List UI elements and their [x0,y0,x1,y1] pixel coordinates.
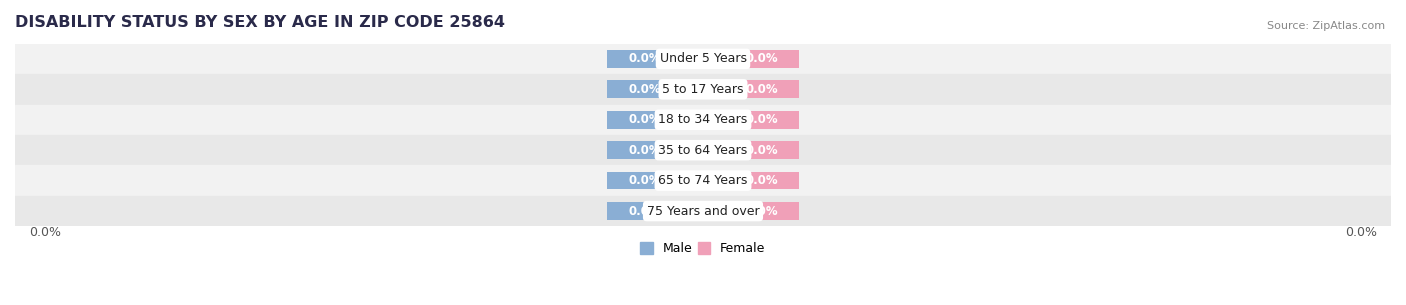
Bar [724,202,800,220]
Bar [15,165,1391,196]
Text: 75 Years and over: 75 Years and over [647,205,759,217]
Text: 35 to 64 Years: 35 to 64 Years [658,144,748,157]
Text: 18 to 34 Years: 18 to 34 Years [658,113,748,126]
Text: 0.0%: 0.0% [745,174,778,187]
Text: 0.0%: 0.0% [628,113,661,126]
Text: 0.0%: 0.0% [628,52,661,65]
Bar [15,44,1391,74]
Legend: Male, Female: Male, Female [636,237,770,260]
Bar [606,50,682,68]
Bar [15,196,1391,226]
Bar [724,81,800,98]
Text: 0.0%: 0.0% [628,205,661,217]
Text: 0.0%: 0.0% [28,226,60,239]
Text: 0.0%: 0.0% [745,144,778,157]
Text: 65 to 74 Years: 65 to 74 Years [658,174,748,187]
Text: 0.0%: 0.0% [745,205,778,217]
Text: 0.0%: 0.0% [1346,226,1378,239]
Bar [606,202,682,220]
Text: Source: ZipAtlas.com: Source: ZipAtlas.com [1267,21,1385,31]
Bar [15,74,1391,105]
Text: 0.0%: 0.0% [628,83,661,96]
Text: 0.0%: 0.0% [628,144,661,157]
Bar [606,111,682,129]
Text: Under 5 Years: Under 5 Years [659,52,747,65]
Bar [15,105,1391,135]
Text: 0.0%: 0.0% [745,83,778,96]
Bar [15,135,1391,165]
Text: 0.0%: 0.0% [628,174,661,187]
Bar [606,141,682,159]
Bar [724,141,800,159]
Text: 0.0%: 0.0% [745,52,778,65]
Bar [724,111,800,129]
Text: DISABILITY STATUS BY SEX BY AGE IN ZIP CODE 25864: DISABILITY STATUS BY SEX BY AGE IN ZIP C… [15,15,505,30]
Bar [606,172,682,189]
Text: 0.0%: 0.0% [745,113,778,126]
Bar [724,50,800,68]
Text: 5 to 17 Years: 5 to 17 Years [662,83,744,96]
Bar [724,172,800,189]
Bar [606,81,682,98]
